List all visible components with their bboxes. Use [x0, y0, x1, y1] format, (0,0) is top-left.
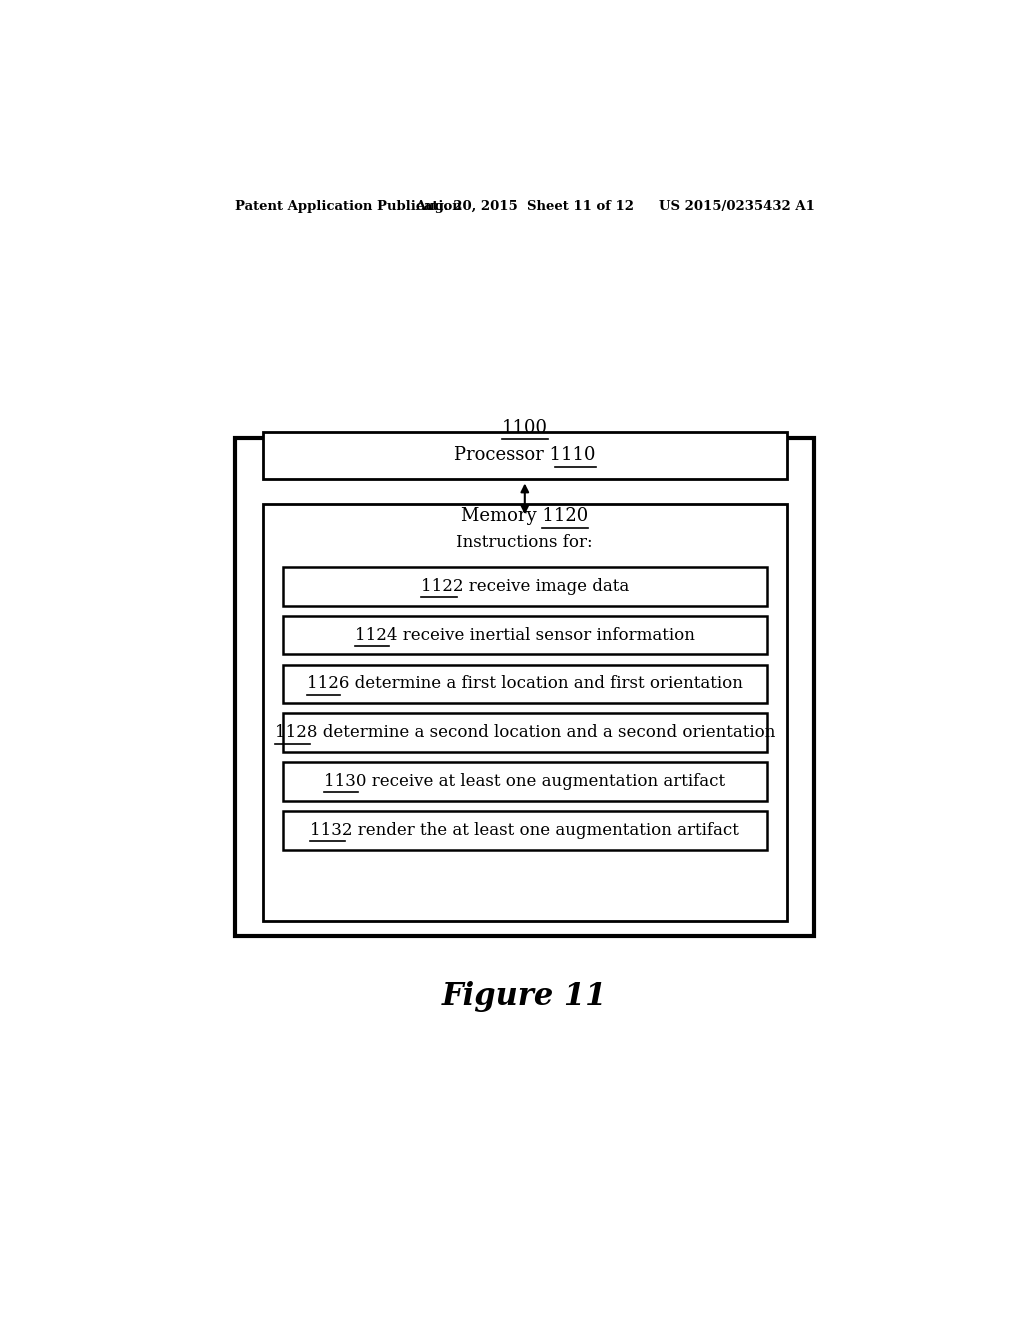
Bar: [283, 762, 767, 801]
Text: 1122 receive image data: 1122 receive image data: [421, 578, 629, 595]
Text: Figure 11: Figure 11: [442, 982, 607, 1012]
Bar: [283, 664, 767, 704]
Bar: [283, 713, 767, 752]
Bar: [283, 616, 767, 655]
Text: Processor 1110: Processor 1110: [454, 446, 596, 465]
Bar: [283, 810, 767, 850]
Text: Aug. 20, 2015  Sheet 11 of 12: Aug. 20, 2015 Sheet 11 of 12: [416, 199, 634, 213]
Bar: [263, 504, 786, 921]
Text: US 2015/0235432 A1: US 2015/0235432 A1: [658, 199, 814, 213]
Bar: [236, 438, 814, 936]
Text: 1128 determine a second location and a second orientation: 1128 determine a second location and a s…: [274, 725, 775, 741]
Text: Instructions for:: Instructions for:: [457, 535, 593, 550]
Text: 1124 receive inertial sensor information: 1124 receive inertial sensor information: [355, 627, 694, 644]
Text: 1130 receive at least one augmentation artifact: 1130 receive at least one augmentation a…: [325, 774, 725, 789]
Text: Memory 1120: Memory 1120: [461, 507, 589, 525]
Bar: [283, 568, 767, 606]
Bar: [263, 432, 786, 479]
Text: 1126 determine a first location and first orientation: 1126 determine a first location and firs…: [307, 676, 742, 693]
Text: 1132 render the at least one augmentation artifact: 1132 render the at least one augmentatio…: [310, 822, 739, 838]
Text: Patent Application Publication: Patent Application Publication: [236, 199, 462, 213]
Text: 1100: 1100: [502, 418, 548, 437]
